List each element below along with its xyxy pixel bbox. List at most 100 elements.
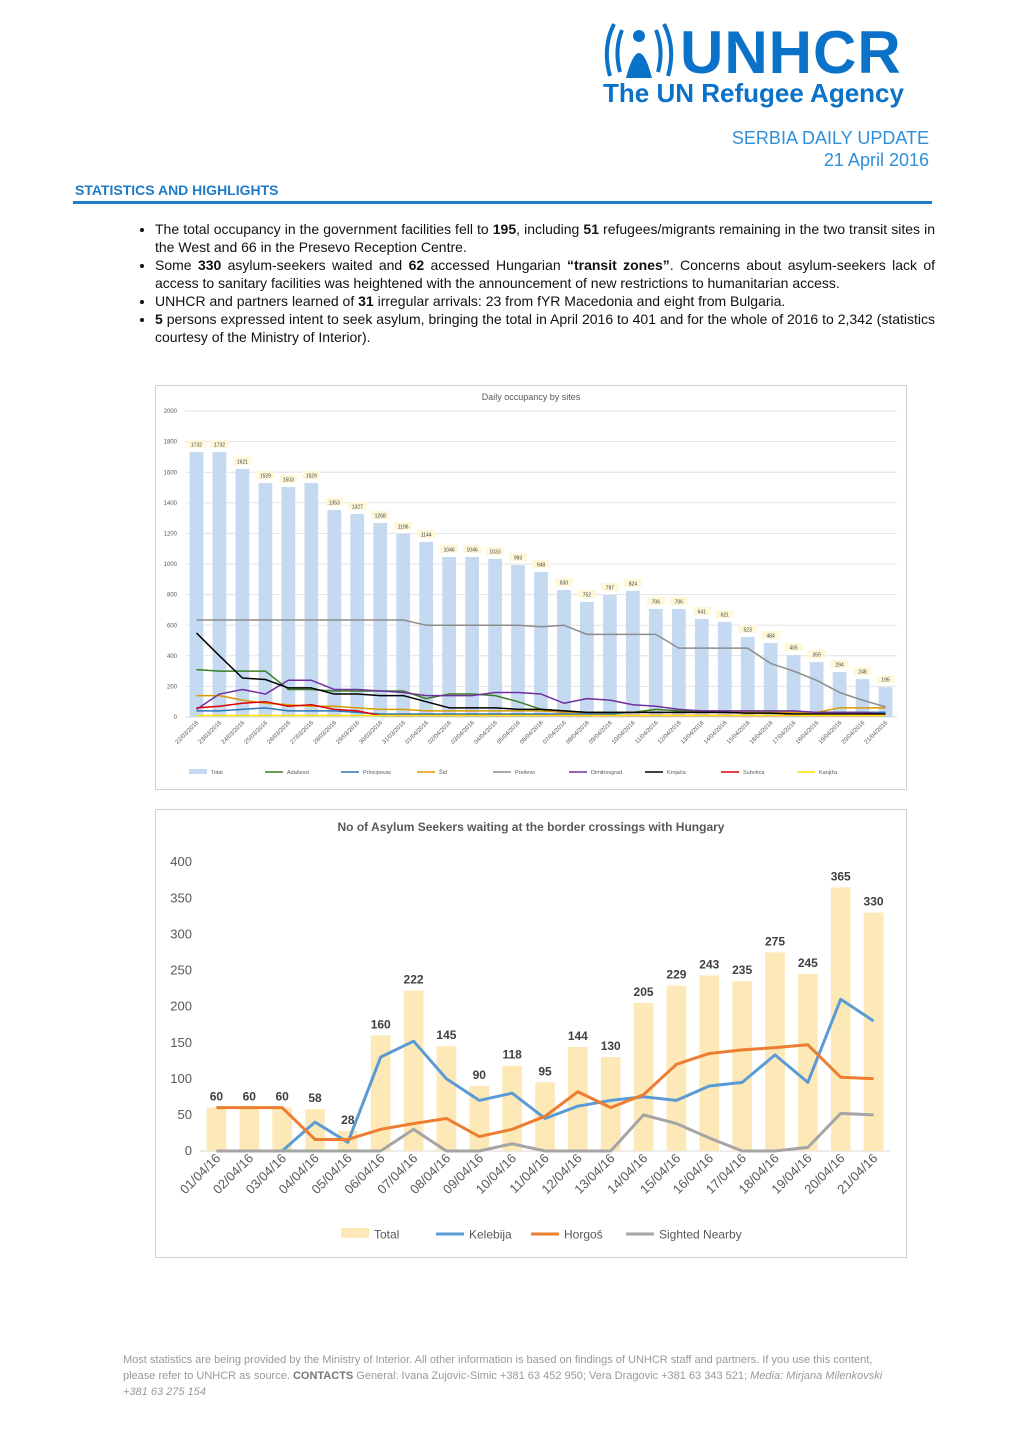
- data-label: 60: [275, 1090, 289, 1104]
- bar: [699, 975, 720, 1151]
- bar: [740, 636, 755, 717]
- label-box: [325, 497, 344, 506]
- text-run: 51: [583, 221, 599, 237]
- bar: [534, 571, 548, 717]
- data-label: 330: [864, 895, 884, 909]
- text-run: Most statistics are being provided by th…: [123, 1354, 873, 1382]
- bullet: Some 330 asylum-seekers waited and 62 ac…: [155, 256, 935, 292]
- text-run: persons expressed intent to seek asylum,…: [155, 311, 935, 345]
- data-label: 60: [210, 1090, 224, 1104]
- bar: [465, 556, 479, 717]
- y-tick-label: 0: [174, 715, 178, 721]
- label-box: [509, 553, 528, 562]
- data-label: 248: [858, 670, 867, 676]
- bar: [671, 608, 686, 717]
- y-tick-label: 0: [185, 1143, 192, 1158]
- text-run: UNHCR and partners learned of: [155, 293, 359, 309]
- legend-label: Kelebija: [469, 1228, 512, 1242]
- y-tick-label: 50: [178, 1107, 192, 1122]
- data-label: 1046: [467, 547, 478, 553]
- chart-title: Daily occupancy by sites: [482, 392, 581, 402]
- legend-label: Total: [211, 770, 223, 776]
- bar: [350, 513, 365, 717]
- bar: [370, 1035, 391, 1151]
- logo-tagline: The UN Refugee Agency: [603, 78, 904, 108]
- bar: [419, 541, 434, 717]
- data-label: 195: [881, 678, 890, 684]
- text-run: 31: [358, 293, 374, 309]
- data-label: 484: [767, 633, 776, 639]
- bar: [281, 487, 296, 717]
- logo-name: UNHCR: [680, 19, 902, 86]
- bar: [798, 973, 818, 1151]
- bar: [212, 452, 227, 717]
- legend-label: Kanjiža: [819, 770, 838, 776]
- data-label: 245: [798, 956, 818, 970]
- y-tick-label: 1600: [164, 470, 178, 476]
- bar: [830, 887, 851, 1151]
- text-run: CONTACTS: [292, 1370, 354, 1382]
- label-box: [577, 589, 596, 598]
- bar: [304, 483, 319, 717]
- label-box: [669, 596, 688, 605]
- section-heading: STATISTICS AND HIGHLIGHTS: [75, 182, 279, 198]
- data-label: 365: [831, 869, 851, 883]
- text-run: 5: [155, 311, 163, 327]
- text-run: , including: [516, 221, 584, 237]
- bullet: The total occupancy in the government fa…: [155, 220, 935, 256]
- line: [216, 1043, 874, 1141]
- bar: [765, 952, 785, 1151]
- data-label: 1196: [398, 525, 409, 531]
- data-label: 1033: [490, 549, 501, 555]
- legend-label: Principovac: [363, 770, 392, 776]
- bar: [568, 1046, 588, 1151]
- data-label: 28: [341, 1113, 355, 1127]
- text-run: refugees/migrants remaining in the two t…: [155, 221, 935, 255]
- label-box: [256, 471, 275, 480]
- data-label: 1529: [306, 474, 317, 480]
- bar: [863, 912, 884, 1151]
- y-tick-label: 300: [170, 926, 192, 941]
- section-rule: [73, 201, 932, 204]
- chart-frame: [155, 809, 907, 1258]
- data-label: 90: [473, 1068, 487, 1082]
- bar: [235, 468, 250, 717]
- bar: [694, 618, 709, 717]
- report-title: SERBIA DAILY UPDATE: [731, 128, 929, 148]
- legend-label: Horgoš: [564, 1228, 603, 1242]
- data-label: 95: [538, 1064, 552, 1078]
- bar: [809, 662, 824, 717]
- data-label: 1268: [375, 513, 386, 519]
- data-label: 1353: [329, 500, 340, 506]
- text-run: 62: [408, 257, 425, 273]
- label-box: [440, 544, 459, 553]
- y-tick-label: 2000: [164, 409, 178, 415]
- text-run: Media: Mirjana Milenkovski +381 63 275 1…: [123, 1370, 883, 1398]
- data-label: 1503: [283, 478, 294, 484]
- bar: [258, 483, 273, 717]
- legend-label: Dimitrovgrad: [591, 770, 622, 776]
- line: [195, 632, 886, 715]
- y-tick-label: 200: [170, 999, 192, 1014]
- bar: [603, 595, 617, 717]
- data-label: 1144: [421, 532, 432, 538]
- legend-label: Total: [374, 1228, 399, 1242]
- text-run: 330: [197, 257, 222, 273]
- bar: [717, 621, 732, 717]
- data-label: 229: [666, 968, 686, 982]
- text-run: General: Ivana Zujovic-Simic +381 63 452…: [353, 1370, 751, 1382]
- bar: [878, 687, 893, 717]
- label-box: [761, 630, 780, 639]
- label-box: [210, 440, 229, 449]
- bullet: 5 persons expressed intent to seek asylu…: [155, 310, 935, 346]
- y-tick-label: 1200: [164, 532, 178, 538]
- legend-label: Preševo: [515, 770, 535, 776]
- y-tick-label: 100: [170, 1071, 192, 1086]
- line: [216, 1111, 874, 1153]
- label-box: [348, 501, 367, 510]
- text-run: The total occupancy in the government fa…: [155, 221, 493, 237]
- y-tick-label: 150: [170, 1035, 192, 1050]
- text-run: “transit zones”: [566, 257, 670, 273]
- line: [196, 694, 886, 714]
